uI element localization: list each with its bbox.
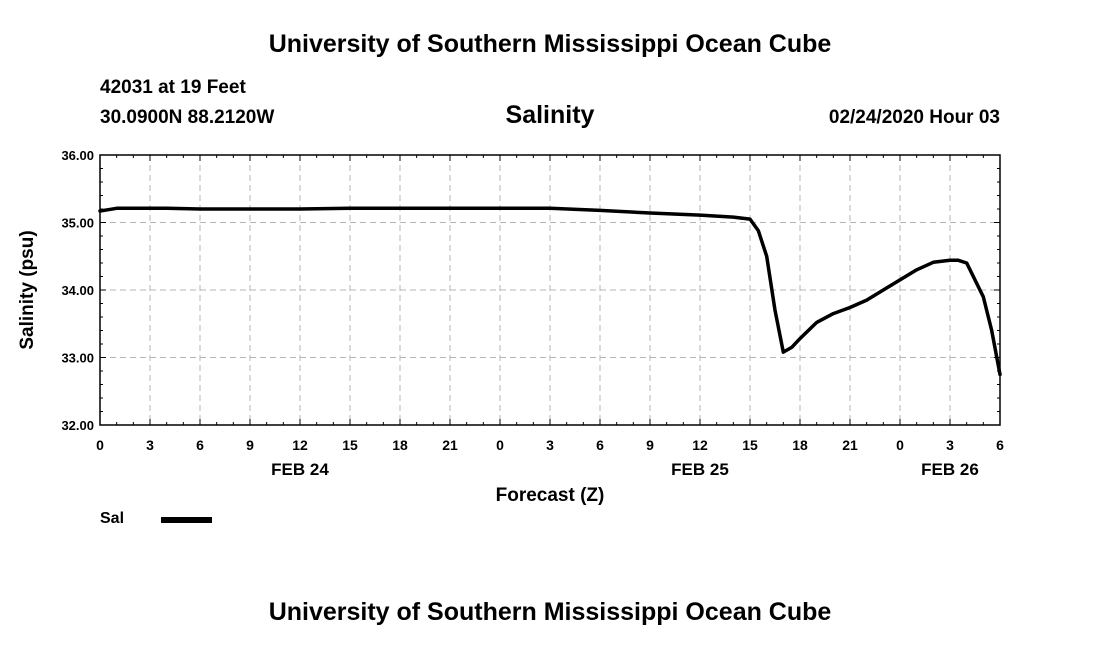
x-date-label: FEB 24 bbox=[271, 460, 329, 479]
station-label: 42031 at 19 Feet bbox=[100, 77, 246, 98]
forecast-run-time: 02/24/2020 Hour 03 bbox=[828, 107, 1000, 128]
legend-label-sal: Sal bbox=[100, 510, 125, 527]
x-tick-label: 15 bbox=[342, 437, 358, 453]
x-tick-label: 3 bbox=[546, 437, 554, 453]
x-tick-label: 12 bbox=[292, 437, 308, 453]
x-tick-label: 9 bbox=[246, 437, 254, 453]
x-date-label: FEB 25 bbox=[671, 460, 729, 479]
x-tick-label: 21 bbox=[442, 437, 458, 453]
y-axis-label: Salinity (psu) bbox=[17, 230, 38, 349]
plot-frame bbox=[99, 154, 1001, 426]
y-tick-label: 32.00 bbox=[61, 418, 94, 433]
variable-title: Salinity bbox=[505, 101, 595, 129]
legend-swatch-sal bbox=[161, 517, 212, 523]
y-tick-label: 35.00 bbox=[61, 216, 94, 231]
x-tick-label: 0 bbox=[896, 437, 904, 453]
x-tick-label: 12 bbox=[692, 437, 708, 453]
x-tick-label: 21 bbox=[842, 437, 858, 453]
chart-footer-title: University of Southern Mississippi Ocean… bbox=[268, 598, 832, 626]
y-tick-label: 34.00 bbox=[61, 283, 94, 298]
x-tick-label: 9 bbox=[646, 437, 654, 453]
series-line-sal bbox=[98, 206, 1002, 377]
x-tick-label: 0 bbox=[96, 437, 104, 453]
x-tick-label: 6 bbox=[996, 437, 1004, 453]
chart-main-title: University of Southern Mississippi Ocean… bbox=[268, 30, 832, 58]
x-tick-label: 3 bbox=[946, 437, 954, 453]
x-tick-label: 18 bbox=[392, 437, 408, 453]
x-tick-label: 0 bbox=[496, 437, 504, 453]
x-axis-label: Forecast (Z) bbox=[496, 485, 605, 506]
y-tick-label: 36.00 bbox=[61, 148, 94, 163]
x-tick-label: 6 bbox=[596, 437, 604, 453]
x-tick-label: 18 bbox=[792, 437, 808, 453]
x-tick-label: 3 bbox=[146, 437, 154, 453]
x-date-label: FEB 26 bbox=[921, 460, 979, 479]
x-tick-label: 15 bbox=[742, 437, 758, 453]
y-tick-label: 33.00 bbox=[61, 351, 94, 366]
x-tick-label: 6 bbox=[196, 437, 204, 453]
station-coordinates: 30.0900N 88.2120W bbox=[100, 107, 275, 128]
